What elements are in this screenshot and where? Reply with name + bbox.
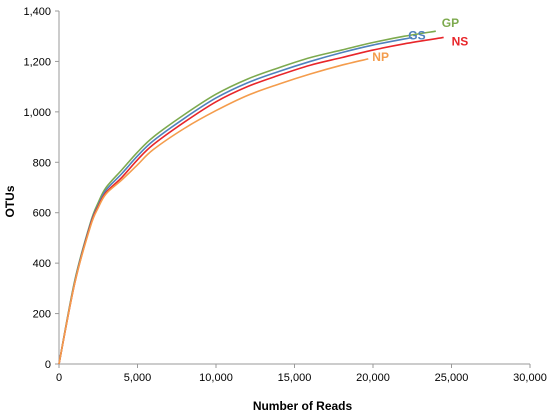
series-label-ns: NS xyxy=(452,34,469,48)
plot-area: 0 5,000 10,000 15,000 20,000 25,000 30,000 0 20… xyxy=(23,6,546,384)
x-tick-label: 10,000 xyxy=(199,372,233,384)
x-tick-label: 0 xyxy=(56,372,62,384)
y-tick-label: 1,400 xyxy=(23,6,51,18)
x-tick-label: 20,000 xyxy=(356,372,390,384)
y-axis-ticks: 0 200 400 600 800 1,000 1,200 1,400 xyxy=(23,6,59,371)
series-lines xyxy=(58,30,444,365)
series-label-np: NP xyxy=(372,50,389,64)
series-line-gp xyxy=(58,30,436,365)
series-labels: GP GS NS NP xyxy=(372,16,468,64)
y-tick-label: 400 xyxy=(33,258,51,270)
x-tick-label: 15,000 xyxy=(278,372,312,384)
y-tick-label: 1,000 xyxy=(23,107,51,119)
x-axis-ticks: 0 5,000 10,000 15,000 20,000 25,000 30,000 xyxy=(56,364,547,384)
y-tick-label: 200 xyxy=(33,309,51,321)
y-axis-title: OTUs xyxy=(3,185,17,217)
y-tick-label: 600 xyxy=(33,208,51,220)
x-axis-title: Number of Reads xyxy=(253,399,353,413)
series-label-gs: GS xyxy=(408,28,425,42)
series-line-gs xyxy=(58,36,413,365)
x-tick-label: 5,000 xyxy=(124,372,152,384)
y-tick-label: 800 xyxy=(33,157,51,169)
series-label-gp: GP xyxy=(442,16,459,30)
y-tick-label: 1,200 xyxy=(23,56,51,68)
series-line-ns xyxy=(58,36,444,365)
x-tick-label: 25,000 xyxy=(435,372,469,384)
series-line-np xyxy=(58,58,369,365)
y-tick-label: 0 xyxy=(45,359,51,371)
x-tick-label: 30,000 xyxy=(513,372,547,384)
